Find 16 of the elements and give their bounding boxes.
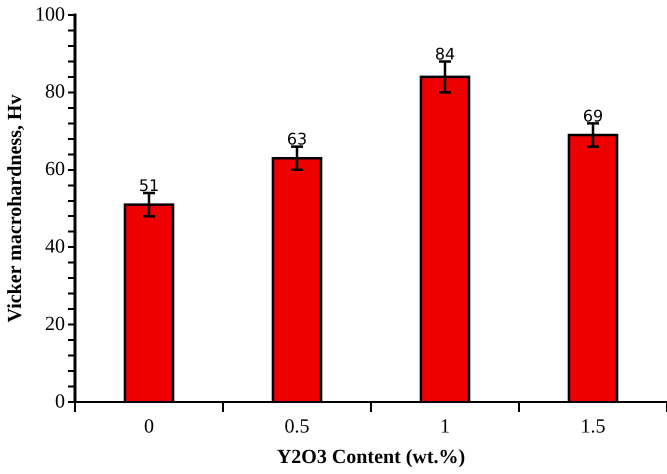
x-axis-title: Y2O3 Content (wt.%) (276, 446, 466, 468)
y-tick-label: 20 (45, 312, 65, 335)
y-tick-label: 40 (45, 235, 65, 258)
y-axis-title: Vicker macrohardness, Hv (4, 94, 26, 322)
y-tick-label: 60 (45, 158, 65, 180)
data-label: 63 (286, 130, 308, 149)
y-tick-label: 80 (45, 80, 65, 103)
data-label: 84 (434, 44, 456, 64)
x-tick-label: 1 (440, 415, 450, 438)
x-tick-label: 0.5 (284, 415, 310, 438)
y-tick-label: 0 (55, 390, 65, 412)
data-label: 51 (138, 176, 160, 196)
x-tick-label: 0 (144, 415, 154, 438)
y-tick-label: 100 (35, 3, 65, 26)
data-label: 69 (582, 106, 604, 126)
x-tick-label: 1.5 (580, 415, 606, 438)
